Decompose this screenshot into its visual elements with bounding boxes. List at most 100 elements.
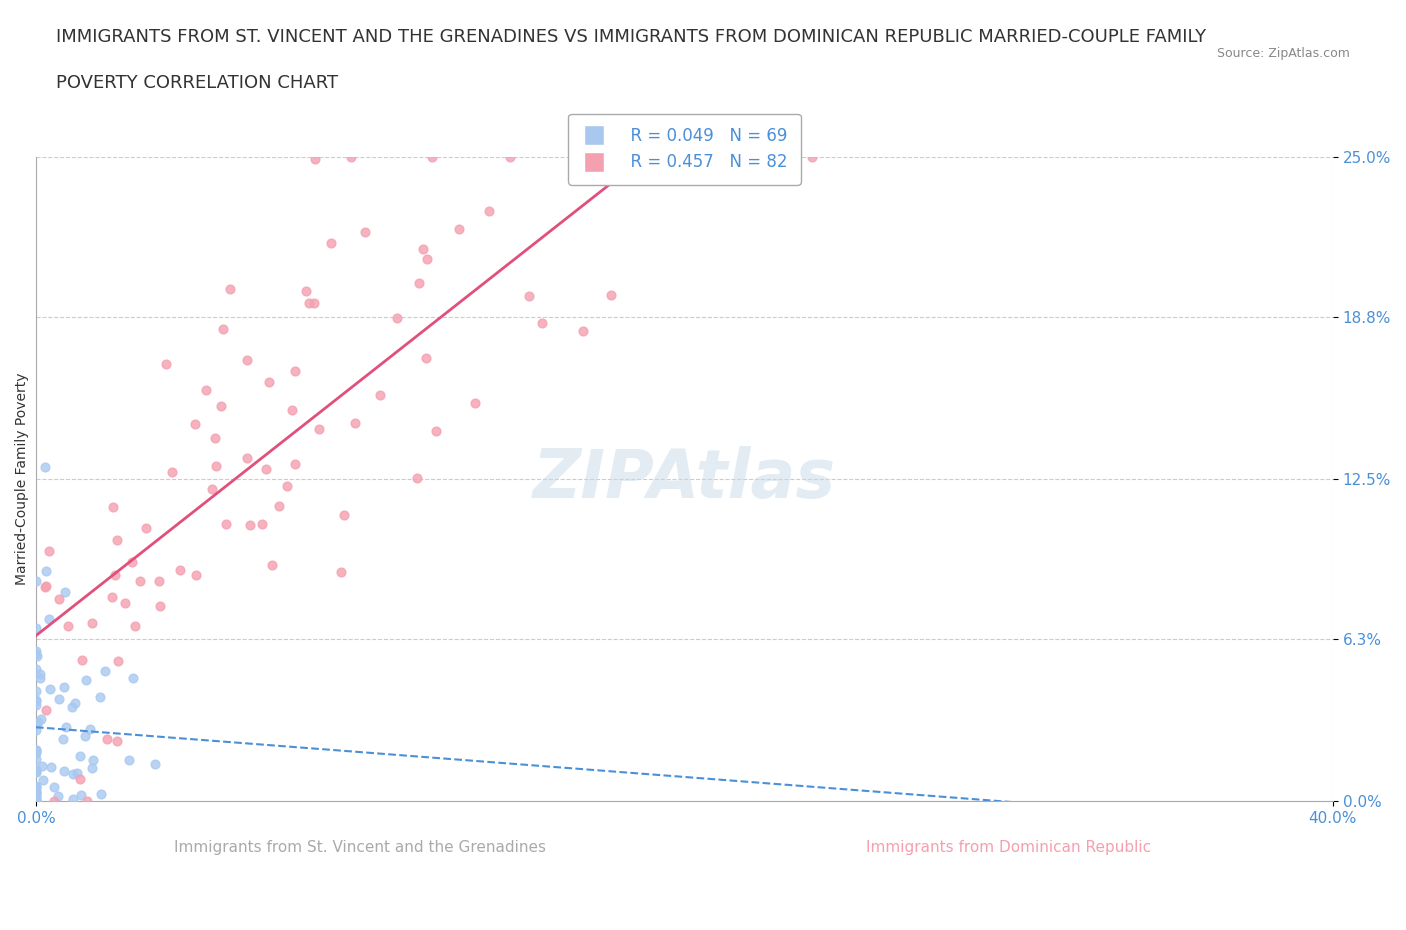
- Point: [63, 696, 86, 711]
- Point: [34, 702, 56, 717]
- Point: [447, 222, 470, 237]
- Point: [28, 667, 51, 682]
- Point: [90, 787, 112, 802]
- Point: [101, 589, 124, 604]
- Point: [135, 521, 157, 536]
- Point: [209, 398, 232, 413]
- Text: ZIPAtlas: ZIPAtlas: [533, 446, 837, 512]
- Point: [214, 517, 236, 532]
- Point: [76, 794, 98, 809]
- Point: [96, 732, 118, 747]
- Point: [38, 682, 60, 697]
- Text: IMMIGRANTS FROM ST. VINCENT AND THE GRENADINES VS IMMIGRANTS FROM DOMINICAN REPU: IMMIGRANTS FROM ST. VINCENT AND THE GREN…: [56, 28, 1206, 46]
- Point: [517, 288, 540, 303]
- Point: [66, 765, 89, 780]
- Point: [478, 204, 501, 219]
- Point: [308, 421, 330, 436]
- Legend:   R = 0.049   N = 69,   R = 0.457   N = 82: R = 0.049 N = 69, R = 0.457 N = 82: [568, 113, 800, 185]
- Point: [25, 723, 48, 737]
- Point: [25, 792, 48, 807]
- Point: [25, 785, 48, 800]
- Point: [252, 517, 274, 532]
- Point: [25, 761, 48, 776]
- Point: [46, 789, 69, 804]
- Point: [262, 558, 284, 573]
- Point: [25, 644, 48, 658]
- Point: [219, 281, 242, 296]
- Point: [25, 780, 48, 795]
- Point: [25, 784, 48, 799]
- Point: [616, 150, 638, 165]
- Point: [276, 479, 298, 494]
- Point: [201, 482, 224, 497]
- Point: [25, 764, 48, 779]
- Point: [25, 780, 48, 795]
- Point: [155, 356, 177, 371]
- Point: [344, 416, 367, 431]
- Point: [25, 789, 48, 804]
- Point: [122, 671, 145, 685]
- Point: [254, 461, 277, 476]
- Point: [114, 595, 136, 610]
- Point: [52, 731, 75, 746]
- Point: [105, 734, 128, 749]
- Point: [124, 618, 146, 633]
- Point: [28, 671, 51, 685]
- Point: [25, 716, 48, 731]
- Point: [89, 690, 111, 705]
- Point: [257, 375, 280, 390]
- Point: [420, 150, 443, 165]
- Point: [385, 311, 408, 325]
- Point: [69, 749, 91, 764]
- Point: [128, 573, 150, 588]
- Point: [25, 792, 48, 807]
- Point: [53, 584, 76, 599]
- Point: [25, 574, 48, 589]
- Point: [284, 364, 307, 379]
- Point: [25, 751, 48, 766]
- Point: [35, 579, 58, 594]
- Point: [107, 653, 129, 668]
- Point: [368, 387, 391, 402]
- Point: [280, 402, 302, 417]
- Point: [25, 778, 48, 793]
- Point: [62, 791, 84, 806]
- Point: [160, 464, 183, 479]
- Text: Source: ZipAtlas.com: Source: ZipAtlas.com: [1216, 46, 1350, 60]
- Point: [25, 792, 48, 807]
- Point: [800, 150, 823, 165]
- Point: [38, 543, 60, 558]
- Point: [600, 287, 623, 302]
- Point: [55, 719, 77, 734]
- Point: [34, 459, 56, 474]
- Point: [25, 646, 48, 661]
- Point: [69, 772, 91, 787]
- Point: [27, 714, 49, 729]
- Point: [212, 322, 235, 337]
- Point: [42, 779, 65, 794]
- Y-axis label: Married-Couple Family Poverty: Married-Couple Family Poverty: [15, 373, 30, 585]
- Point: [267, 498, 290, 513]
- Point: [25, 698, 48, 712]
- Point: [48, 691, 70, 706]
- Point: [149, 599, 172, 614]
- Point: [52, 680, 75, 695]
- Point: [25, 620, 48, 635]
- Point: [333, 508, 356, 523]
- Point: [73, 729, 96, 744]
- Point: [62, 766, 84, 781]
- Point: [143, 756, 166, 771]
- Point: [25, 694, 48, 709]
- Point: [775, 150, 797, 165]
- Point: [93, 664, 115, 679]
- Point: [236, 450, 259, 465]
- Point: [330, 565, 353, 579]
- Point: [103, 499, 125, 514]
- Point: [406, 471, 429, 485]
- Point: [412, 242, 434, 257]
- Point: [70, 653, 93, 668]
- Point: [408, 276, 430, 291]
- Point: [104, 567, 127, 582]
- Point: [416, 252, 439, 267]
- Point: [298, 296, 321, 311]
